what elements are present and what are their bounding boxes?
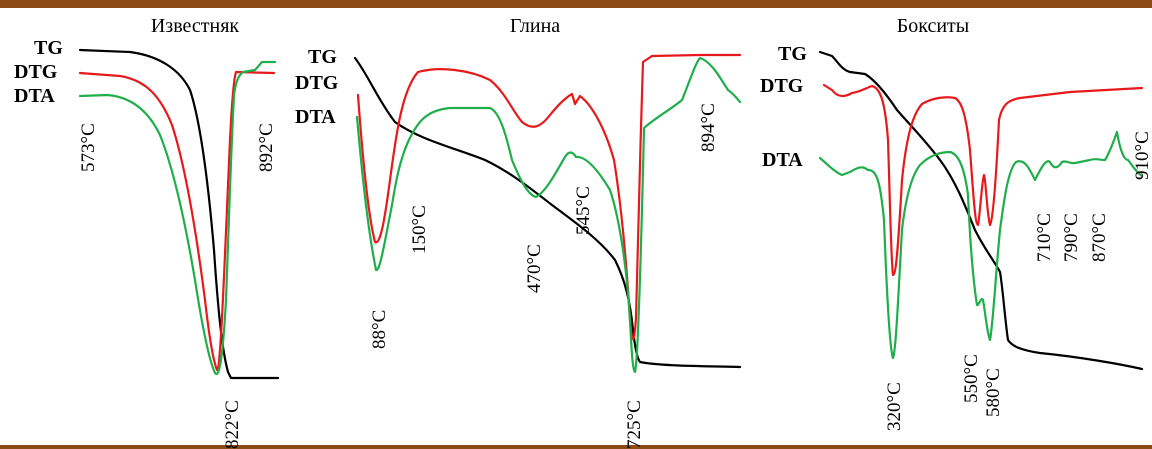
panel-limestone: Известняк TG DTG DTA 573°C 892°C 822°C [14, 15, 280, 449]
series-label-dta: DTA [762, 149, 803, 171]
annotation-545: 545°C [573, 186, 594, 235]
tg-curve [818, 50, 1144, 371]
annotation-573: 573°C [78, 123, 99, 172]
annotation-150: 150°C [409, 205, 430, 254]
panel-title: Известняк [151, 15, 240, 37]
series-label-dta: DTA [14, 85, 55, 107]
annotation-822: 822°C [222, 400, 243, 449]
annotation-790: 790°C [1061, 213, 1082, 262]
series-label-dtg: DTG [760, 75, 804, 97]
tg-curve [78, 48, 280, 380]
series-label-tg: TG [34, 37, 63, 59]
panel-title: Глина [510, 15, 560, 37]
top-border [0, 0, 1152, 8]
annotation-710: 710°C [1034, 213, 1055, 262]
annotation-320: 320°C [884, 382, 905, 431]
annotation-580: 580°C [983, 368, 1004, 417]
panel-bauxite: Бокситы TG DTG DTA 320°C 550°C 580°C 710… [760, 15, 1152, 431]
dtg-curve [356, 53, 742, 341]
dta-curve [355, 56, 742, 374]
bottom-border [0, 445, 1152, 449]
annotation-910: 910°C [1132, 131, 1152, 180]
annotation-725: 725°C [624, 400, 645, 449]
panel-clay: Глина TG DTG DTA 150°C 88°C 470°C 545°C … [295, 15, 742, 449]
dta-curve [78, 60, 277, 375]
annotation-870: 870°C [1089, 213, 1110, 262]
series-label-dtg: DTG [295, 72, 339, 94]
annotation-550: 550°C [961, 354, 982, 403]
annotation-894: 894°C [698, 103, 719, 152]
dtg-curve [78, 70, 276, 372]
panel-title: Бокситы [897, 15, 969, 37]
series-label-dtg: DTG [14, 61, 58, 83]
tg-curve [353, 56, 742, 369]
series-label-tg: TG [308, 46, 337, 68]
series-label-tg: TG [778, 43, 807, 65]
annotation-88: 88°C [369, 310, 390, 349]
series-label-dta: DTA [295, 106, 336, 128]
dta-curve [818, 130, 1144, 360]
annotation-892: 892°C [256, 123, 277, 172]
annotation-470: 470°C [524, 244, 545, 293]
dtg-curve [822, 83, 1144, 277]
